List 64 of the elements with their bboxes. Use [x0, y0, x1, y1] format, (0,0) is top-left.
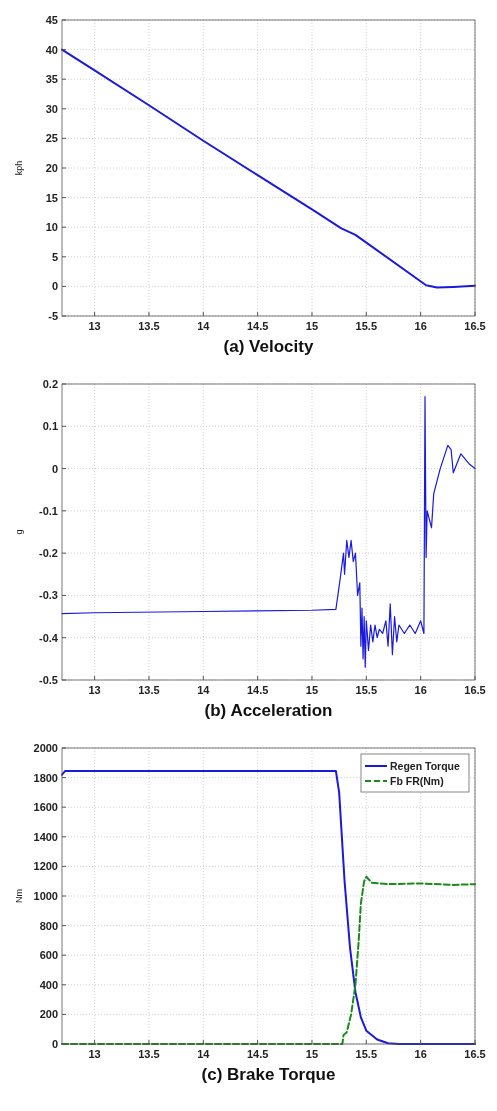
y-tick-label: 1000 [33, 890, 58, 902]
y-tick-label: 0.1 [42, 420, 58, 433]
x-tick-label: 16.5 [464, 1048, 486, 1060]
x-tick-label: 14.5 [246, 684, 269, 696]
y-tick-label: 200 [39, 1008, 58, 1021]
y-tick-label: -0.3 [39, 589, 58, 602]
x-tick-label: 15 [305, 320, 319, 332]
x-tick-label: 13 [88, 1048, 101, 1060]
y-axis-title: Nm [14, 889, 24, 903]
y-tick-label: 5 [51, 250, 58, 263]
x-tick-label: 15.5 [355, 320, 378, 332]
x-tick-label: 16 [414, 320, 427, 332]
x-tick-label: 15.5 [355, 1048, 378, 1060]
y-tick-label: 1400 [33, 830, 58, 843]
x-tick-label: 13.5 [138, 684, 160, 696]
y-axis-title: kph [14, 160, 24, 176]
y-tick-label: -5 [48, 310, 58, 322]
y-tick-label: 25 [45, 132, 58, 145]
text: (b) Acceleration [204, 701, 333, 720]
y-tick-label: 0 [51, 280, 58, 293]
y-tick-label: 10 [45, 221, 58, 234]
x-tick-label: 13 [88, 320, 101, 332]
x-tick-label: 14 [197, 684, 211, 696]
x-tick-label: 14 [197, 1048, 211, 1060]
x-tick-label: 15 [305, 684, 319, 696]
x-tick-label: 14 [197, 320, 211, 332]
x-tick-label: 16 [414, 684, 427, 696]
y-tick-label: 400 [39, 978, 58, 991]
text: (c) Brake Torque [201, 1065, 336, 1084]
y-tick-label: 0.2 [42, 378, 58, 390]
x-tick-label: 16.5 [464, 320, 486, 332]
y-tick-label: 600 [39, 949, 58, 962]
y-tick-label: 45 [45, 14, 58, 26]
x-tick-label: 13 [88, 684, 101, 696]
x-tick-label: 15 [305, 1048, 319, 1060]
y-tick-label: -0.4 [39, 631, 59, 644]
y-tick-label: -0.1 [39, 504, 58, 517]
legend-label: Regen Torque [390, 760, 460, 772]
x-tick-label: 14.5 [246, 320, 269, 332]
y-tick-label: 0 [51, 462, 58, 475]
y-tick-label: 20 [45, 162, 58, 174]
x-tick-label: 16.5 [464, 684, 486, 696]
x-tick-label: 16 [414, 1048, 427, 1060]
y-tick-label: -0.5 [39, 674, 58, 686]
y-tick-label: 1200 [33, 860, 58, 873]
y-tick-label: 1600 [33, 801, 58, 814]
y-tick-label: 1800 [33, 771, 58, 784]
x-tick-label: 15.5 [355, 684, 378, 696]
y-tick-label: 15 [45, 191, 58, 204]
x-tick-label: 14.5 [246, 1048, 269, 1060]
y-tick-label: 30 [45, 102, 58, 115]
line-series [61, 48, 476, 289]
y-tick-label: -0.2 [39, 547, 58, 560]
x-tick-label: 13.5 [138, 320, 160, 332]
line-series [61, 396, 476, 668]
text: (a) Velocity [223, 337, 314, 356]
y-tick-label: 35 [45, 73, 58, 86]
y-tick-label: 0 [51, 1038, 58, 1050]
x-tick-label: 13.5 [138, 1048, 160, 1060]
legend-label: Fb FR(Nm) [390, 775, 444, 787]
y-tick-label: 40 [45, 43, 58, 56]
y-axis-title: g [14, 529, 24, 535]
y-tick-label: 800 [39, 919, 58, 932]
y-tick-label: 2000 [33, 742, 58, 754]
